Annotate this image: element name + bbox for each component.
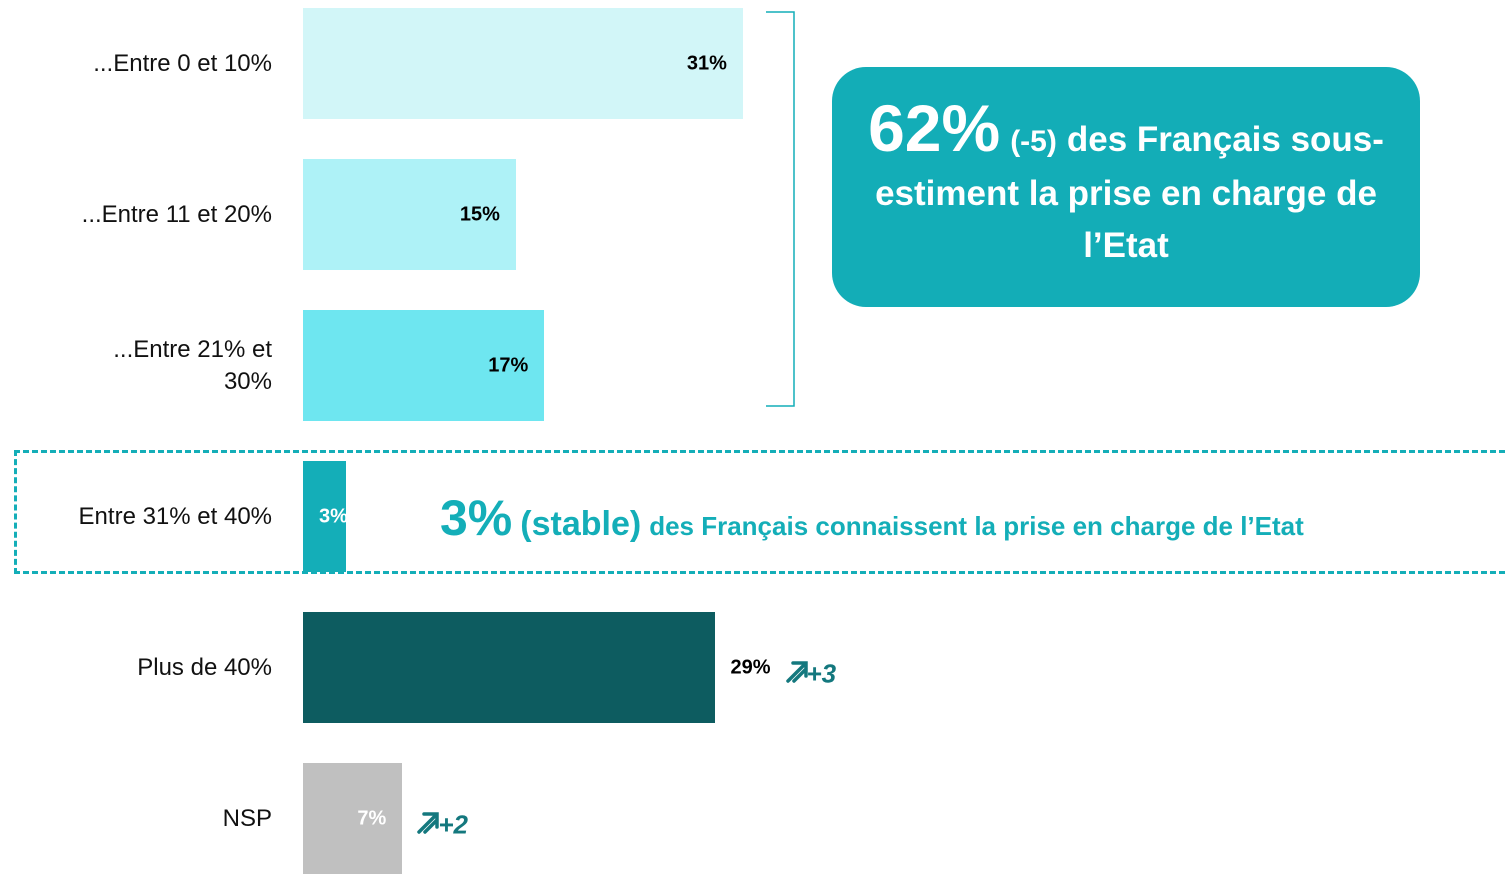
bar [303, 8, 743, 119]
category-label: ...Entre 0 et 10% [20, 8, 272, 119]
category-label: Plus de 40% [20, 612, 272, 723]
highlight-frame [14, 450, 1507, 574]
value-label: 29% [730, 656, 771, 678]
callout-change: (-5) [1010, 125, 1057, 158]
bar [303, 310, 545, 421]
value-label: 7% [357, 807, 387, 829]
annotation: 3% (stable) des Français connaissent la pr… [440, 489, 1304, 547]
callout-text: 62% (-5) des Français sous-estiment la pri… [856, 95, 1396, 272]
change-label: +2 [438, 809, 468, 839]
annotation-sentence: des Français connaissent la prise en cha… [649, 511, 1304, 541]
category-label: ...Entre 21% et 30% [20, 310, 272, 421]
change-label: +3 [806, 658, 837, 688]
category-label: Entre 31% et 40% [20, 461, 272, 572]
category-label: NSP [20, 763, 272, 874]
callout-sentence: des Français sous-estiment la prise en c… [875, 120, 1384, 265]
category-label: ...Entre 11 et 20% [20, 159, 272, 270]
value-label: 31% [686, 52, 727, 74]
bar [303, 159, 516, 270]
category-text: NSP [222, 804, 272, 832]
bar [303, 461, 346, 572]
callout-figure: 62% [868, 91, 1001, 165]
bracket [766, 11, 795, 407]
bar [303, 612, 715, 723]
trend-arrow [417, 811, 440, 834]
category-text: Entre 31% et 40% [78, 502, 272, 530]
value-label: 3% [319, 505, 348, 527]
category-text: ...Entre 11 et 20% [81, 200, 272, 228]
bar [303, 763, 403, 874]
annotation-figure: 3% [440, 490, 513, 546]
callout: 62% (-5) des Français sous-estiment la pri… [832, 67, 1420, 307]
annotation-change: (stable) [520, 505, 642, 543]
bracket-line [766, 11, 795, 407]
value-label: 15% [459, 203, 500, 225]
category-text: ...Entre 21% et 30% [113, 335, 272, 395]
category-text: Plus de 40% [137, 653, 272, 681]
trend-arrow [785, 660, 808, 683]
value-label: 17% [488, 354, 529, 376]
category-text: ...Entre 0 et 10% [93, 49, 272, 77]
